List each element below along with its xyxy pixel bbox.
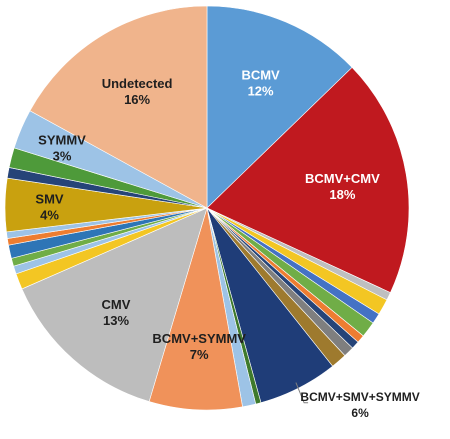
label-value-bcmv: 12% bbox=[248, 84, 274, 99]
label-symmv: SYMMV 3% bbox=[38, 132, 86, 163]
label-name-symmv: SYMMV bbox=[38, 132, 86, 147]
label-name-cmv: CMV bbox=[102, 297, 131, 312]
label-name-undetected: Undetected bbox=[102, 76, 173, 91]
label-value-bcmv-cmv: 18% bbox=[329, 187, 355, 202]
label-name-bcmv-cmv: BCMV+CMV bbox=[305, 171, 380, 186]
leader-lines bbox=[295, 382, 309, 404]
slice-cmv bbox=[21, 207, 208, 402]
slice-bcmv bbox=[206, 5, 353, 209]
slice-bcmv-cmv bbox=[206, 67, 410, 294]
label-value-bcmv-smv-symmv: 6% bbox=[351, 406, 369, 420]
label-value-cmv: 13% bbox=[103, 313, 129, 328]
label-cmv: CMV 13% bbox=[102, 297, 131, 328]
label-bcmv-cmv: BCMV+CMV 18% bbox=[305, 171, 380, 202]
label-undetected: Undetected 16% bbox=[102, 76, 173, 107]
label-bcmv-smv-symmv: BCMV+SMV+SYMMV 6% bbox=[300, 390, 419, 420]
label-name-smv: SMV bbox=[35, 192, 64, 207]
label-bcmv-symmv: BCMV+SYMMV 7% bbox=[152, 331, 246, 362]
slice-labels: BCMV 12%BCMV+CMV 18%BCMV+SMV+SYMMV 6%BCMV+S… bbox=[35, 68, 419, 420]
label-value-bcmv-symmv: 7% bbox=[190, 347, 209, 362]
label-bcmv: BCMV 12% bbox=[241, 68, 280, 99]
label-name-bcmv-symmv: BCMV+SYMMV bbox=[152, 331, 246, 346]
slices-layer bbox=[4, 5, 410, 411]
leader-line-bcmv-smv-symmv bbox=[295, 382, 309, 404]
label-smv: SMV 4% bbox=[35, 192, 64, 223]
label-name-bcmv: BCMV bbox=[241, 68, 280, 83]
label-value-undetected: 16% bbox=[124, 92, 150, 107]
slice-undetected bbox=[29, 5, 208, 209]
label-value-smv: 4% bbox=[40, 208, 59, 223]
label-name-bcmv-smv-symmv: BCMV+SMV+SYMMV bbox=[300, 390, 419, 404]
label-value-symmv: 3% bbox=[53, 148, 72, 163]
